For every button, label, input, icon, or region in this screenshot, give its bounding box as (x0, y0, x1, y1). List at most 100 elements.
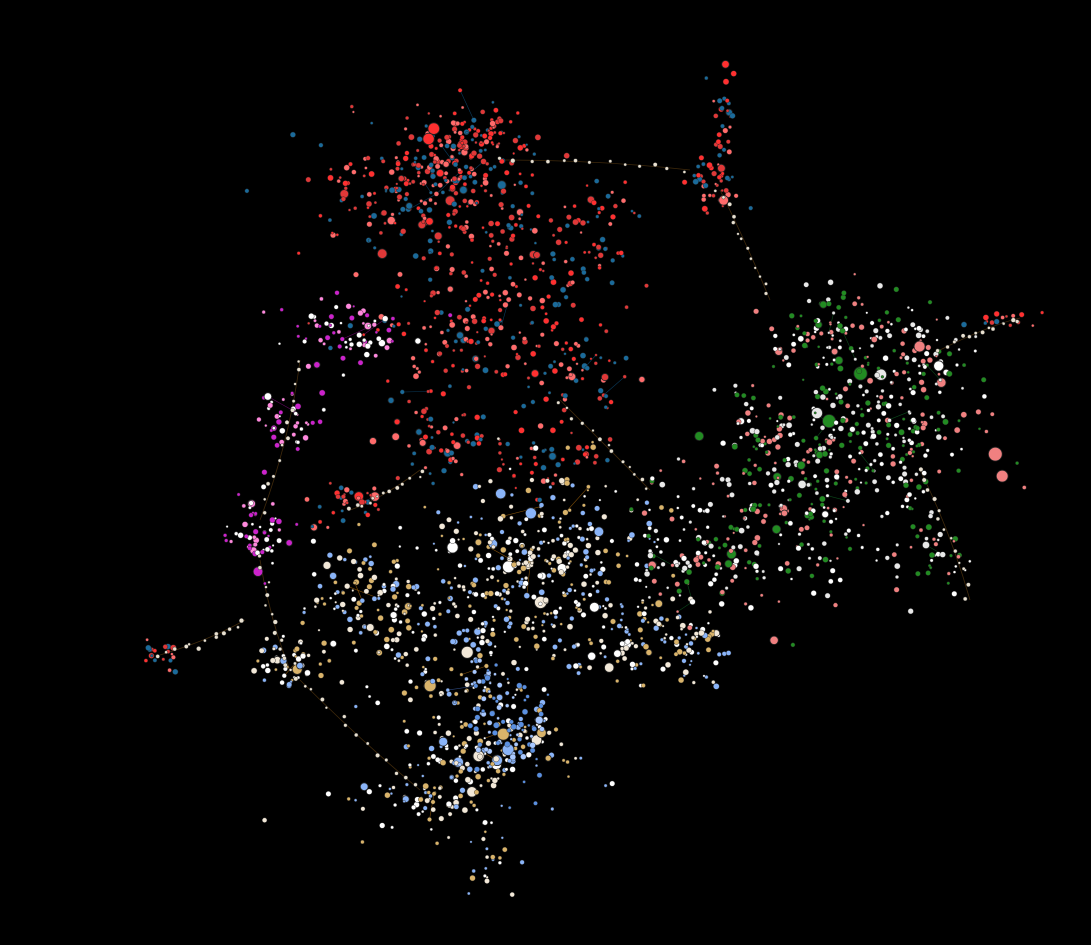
graph-node (691, 486, 696, 491)
graph-node (257, 554, 262, 559)
graph-node (376, 336, 382, 342)
graph-node (613, 360, 617, 365)
graph-node (491, 566, 496, 572)
graph-node (412, 451, 417, 456)
graph-node (351, 640, 357, 645)
graph-node (455, 121, 461, 126)
graph-node (821, 450, 829, 458)
graph-node (777, 542, 781, 546)
graph-node (747, 481, 752, 486)
graph-node (692, 178, 699, 185)
graph-node (469, 840, 473, 844)
graph-node (430, 173, 436, 180)
graph-node (328, 323, 332, 327)
graph-node (555, 239, 562, 246)
graph-node (564, 240, 568, 245)
graph-node (319, 389, 326, 397)
graph-node (623, 355, 629, 361)
graph-node (478, 437, 483, 442)
graph-node (495, 144, 500, 149)
graph-node (434, 265, 439, 271)
graph-node (424, 797, 431, 804)
graph-node (707, 609, 713, 614)
graph-node (493, 130, 497, 135)
graph-node (457, 538, 460, 541)
graph-node (914, 472, 919, 477)
graph-node (270, 561, 275, 565)
graph-node (339, 321, 343, 325)
graph-node (827, 331, 831, 335)
graph-node (615, 679, 620, 684)
graph-node (505, 590, 511, 596)
graph-node (431, 715, 436, 720)
graph-node (476, 678, 483, 685)
graph-node (688, 663, 692, 667)
graph-node (371, 542, 378, 548)
graph-node (922, 453, 928, 459)
graph-node (744, 409, 752, 417)
graph-node (387, 396, 395, 404)
graph-node (712, 99, 716, 103)
graph-node (523, 362, 527, 366)
graph-node (459, 787, 466, 794)
graph-node (275, 418, 282, 425)
graph-node (372, 629, 378, 635)
graph-node (415, 546, 420, 551)
graph-node (719, 589, 725, 595)
graph-node (573, 341, 579, 347)
graph-node (279, 679, 285, 686)
graph-node (510, 584, 515, 589)
graph-node (840, 417, 846, 424)
graph-node (780, 509, 789, 517)
graph-node (909, 545, 913, 549)
graph-node (497, 307, 503, 313)
graph-node (414, 410, 419, 415)
graph-node (685, 647, 692, 654)
graph-node (470, 188, 476, 194)
graph-node (907, 410, 911, 414)
graph-node (539, 511, 545, 517)
graph-node (307, 321, 311, 325)
graph-node (670, 563, 675, 568)
graph-node (496, 241, 501, 247)
graph-node (995, 469, 1009, 483)
graph-node (438, 612, 443, 617)
graph-node (549, 611, 553, 615)
graph-node (459, 720, 463, 724)
graph-node (444, 343, 450, 349)
graph-node (925, 523, 932, 531)
graph-node (404, 150, 410, 156)
graph-node (861, 430, 867, 436)
graph-node (476, 340, 481, 345)
graph-node (384, 758, 389, 762)
graph-node (921, 470, 927, 476)
graph-node (747, 604, 755, 611)
graph-node (252, 535, 257, 540)
graph-node (500, 719, 506, 725)
graph-node (356, 495, 361, 501)
graph-node (664, 617, 670, 622)
graph-node (250, 667, 258, 674)
graph-node (949, 536, 953, 540)
graph-node (968, 559, 972, 563)
graph-node (344, 345, 349, 349)
graph-node (305, 363, 312, 370)
graph-node (300, 620, 306, 626)
graph-node (523, 278, 527, 282)
graph-node (749, 406, 755, 411)
graph-node (355, 502, 360, 508)
graph-node (524, 147, 529, 152)
graph-node (428, 197, 433, 203)
graph-node (524, 666, 529, 672)
graph-node (260, 484, 267, 490)
graph-node (599, 560, 603, 564)
graph-node (834, 517, 838, 521)
graph-node (479, 278, 483, 283)
graph-node (580, 591, 586, 597)
graph-node (496, 776, 500, 781)
graph-node (419, 199, 424, 203)
graph-node (583, 573, 589, 580)
graph-node (683, 578, 690, 585)
graph-node (400, 228, 407, 235)
graph-node (952, 539, 956, 543)
